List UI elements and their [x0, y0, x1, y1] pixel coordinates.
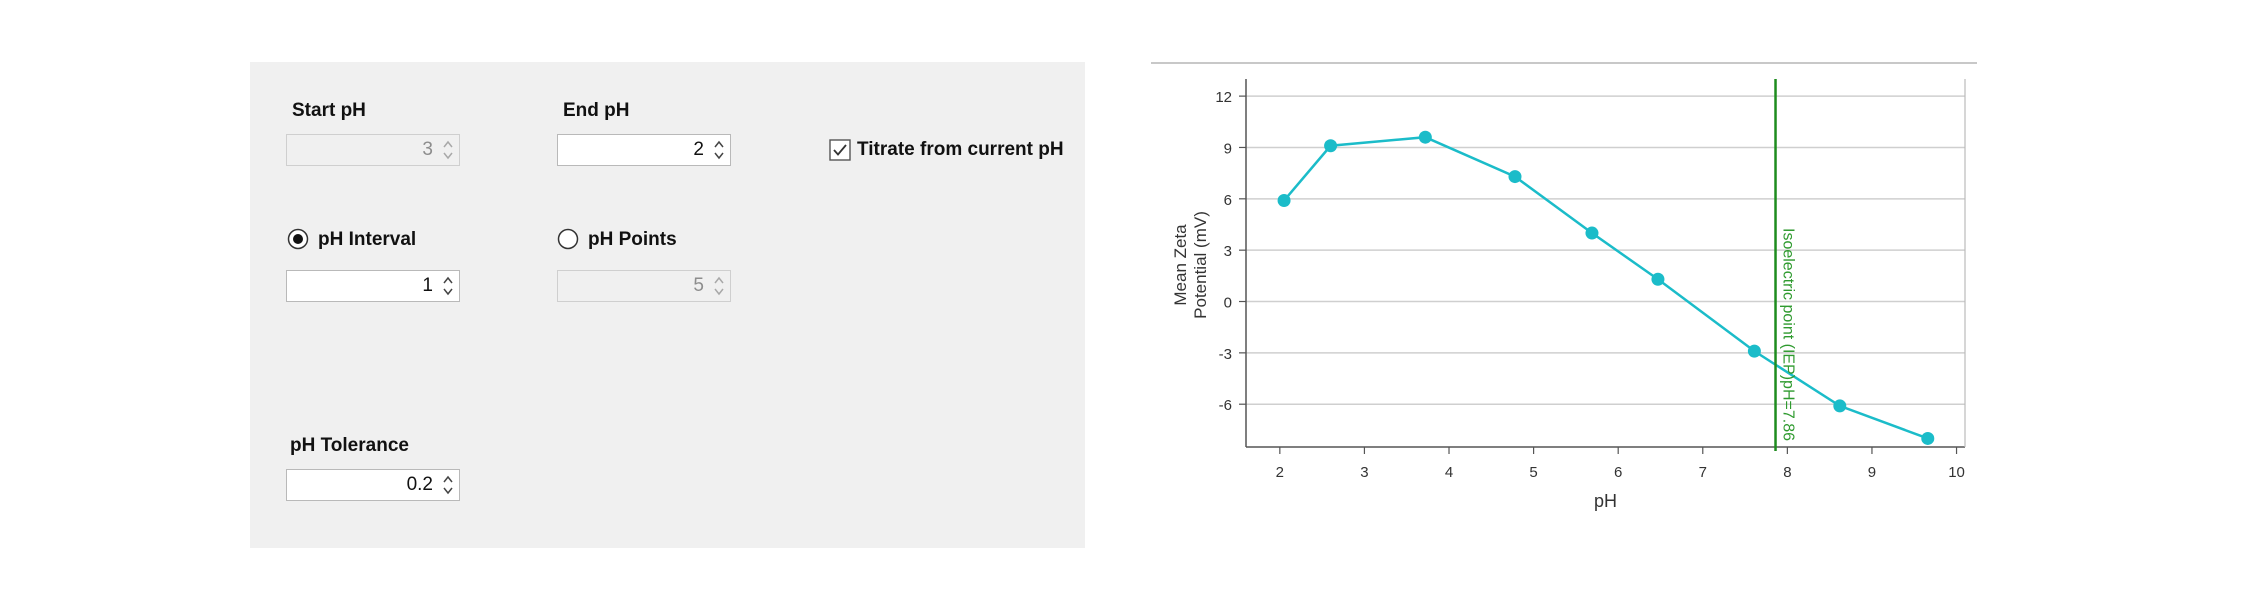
checkbox-checked-icon — [829, 139, 851, 161]
end-ph-value: 2 — [693, 139, 704, 160]
titrate-from-current-checkbox[interactable] — [829, 139, 851, 161]
spin-arrows-icon[interactable] — [712, 273, 726, 299]
start-ph-value: 3 — [422, 139, 433, 160]
x-tick-label: 2 — [1276, 464, 1284, 481]
ph-tolerance-value: 0.2 — [406, 474, 433, 495]
ph-points-radio[interactable] — [557, 228, 579, 250]
x-tick-label: 6 — [1614, 464, 1622, 481]
titrate-from-current-label: Titrate from current pH — [857, 139, 1064, 160]
y-tick-label: 0 — [1224, 295, 1232, 312]
y-tick-label: -6 — [1219, 397, 1232, 414]
ph-interval-spinbox[interactable]: 1 — [286, 270, 460, 302]
ph-tolerance-label: pH Tolerance — [290, 435, 409, 456]
series-line — [1283, 135, 1929, 440]
ph-interval-label: pH Interval — [318, 229, 417, 250]
x-tick-label: 7 — [1699, 464, 1707, 481]
y-tick-label: -3 — [1219, 346, 1232, 363]
x-tick-label: 10 — [1948, 464, 1965, 481]
radio-selected-icon — [287, 228, 309, 250]
iep-annotation: Isoelectric point (IEP)pH=7.86 — [1774, 79, 1797, 451]
spin-arrows-icon[interactable] — [441, 273, 455, 299]
spin-arrows-icon[interactable] — [712, 137, 726, 163]
ph-tolerance-spinbox[interactable]: 0.2 — [286, 469, 460, 501]
data-point — [1833, 399, 1847, 413]
radio-unselected-icon — [557, 228, 579, 250]
y-axis-title-line-2: Potential (mV) — [1191, 211, 1210, 319]
data-point — [1585, 226, 1599, 240]
data-point — [1324, 139, 1338, 153]
data-point — [1651, 272, 1665, 286]
x-tick-label: 3 — [1360, 464, 1368, 481]
end-ph-label: End pH — [563, 100, 630, 121]
axis-labels: pH Mean Zeta Potential (mV) — [1171, 211, 1617, 511]
grid-lines — [1246, 95, 1965, 405]
x-tick-label: 5 — [1529, 464, 1537, 481]
ph-interval-radio[interactable] — [287, 228, 309, 250]
spin-arrows-icon[interactable] — [441, 137, 455, 163]
x-axis-title: pH — [1594, 491, 1617, 511]
end-ph-spinbox[interactable]: 2 — [557, 134, 731, 166]
y-tick-label: 3 — [1224, 243, 1232, 260]
tick-labels: 12 9 6 3 0 -3 -6 2 3 4 5 6 7 8 9 10 — [1215, 89, 1965, 481]
data-point — [1747, 344, 1761, 358]
x-tick-label: 4 — [1445, 464, 1453, 481]
data-point — [1921, 431, 1935, 445]
y-tick-label: 6 — [1224, 192, 1232, 209]
series-zeta-potential — [1277, 130, 1935, 445]
x-tick-label: 9 — [1868, 464, 1876, 481]
y-axis-title-line-1: Mean Zeta — [1171, 224, 1190, 306]
ph-interval-value: 1 — [422, 275, 433, 296]
x-tick-label: 8 — [1783, 464, 1791, 481]
ph-points-spinbox[interactable]: 5 — [557, 270, 731, 302]
data-point — [1508, 170, 1522, 184]
y-tick-label: 9 — [1224, 140, 1232, 157]
spin-arrows-icon[interactable] — [441, 472, 455, 498]
y-tick-label: 12 — [1215, 89, 1232, 106]
start-ph-label: Start pH — [292, 100, 366, 121]
start-ph-spinbox[interactable]: 3 — [286, 134, 460, 166]
data-point — [1418, 130, 1432, 144]
iep-label: Isoelectric point (IEP)pH=7.86 — [1780, 228, 1797, 441]
ph-points-label: pH Points — [588, 229, 677, 250]
chart-top-divider — [1151, 62, 1977, 64]
axes — [1239, 79, 1966, 454]
ph-points-value: 5 — [693, 275, 704, 296]
data-point — [1277, 194, 1291, 208]
